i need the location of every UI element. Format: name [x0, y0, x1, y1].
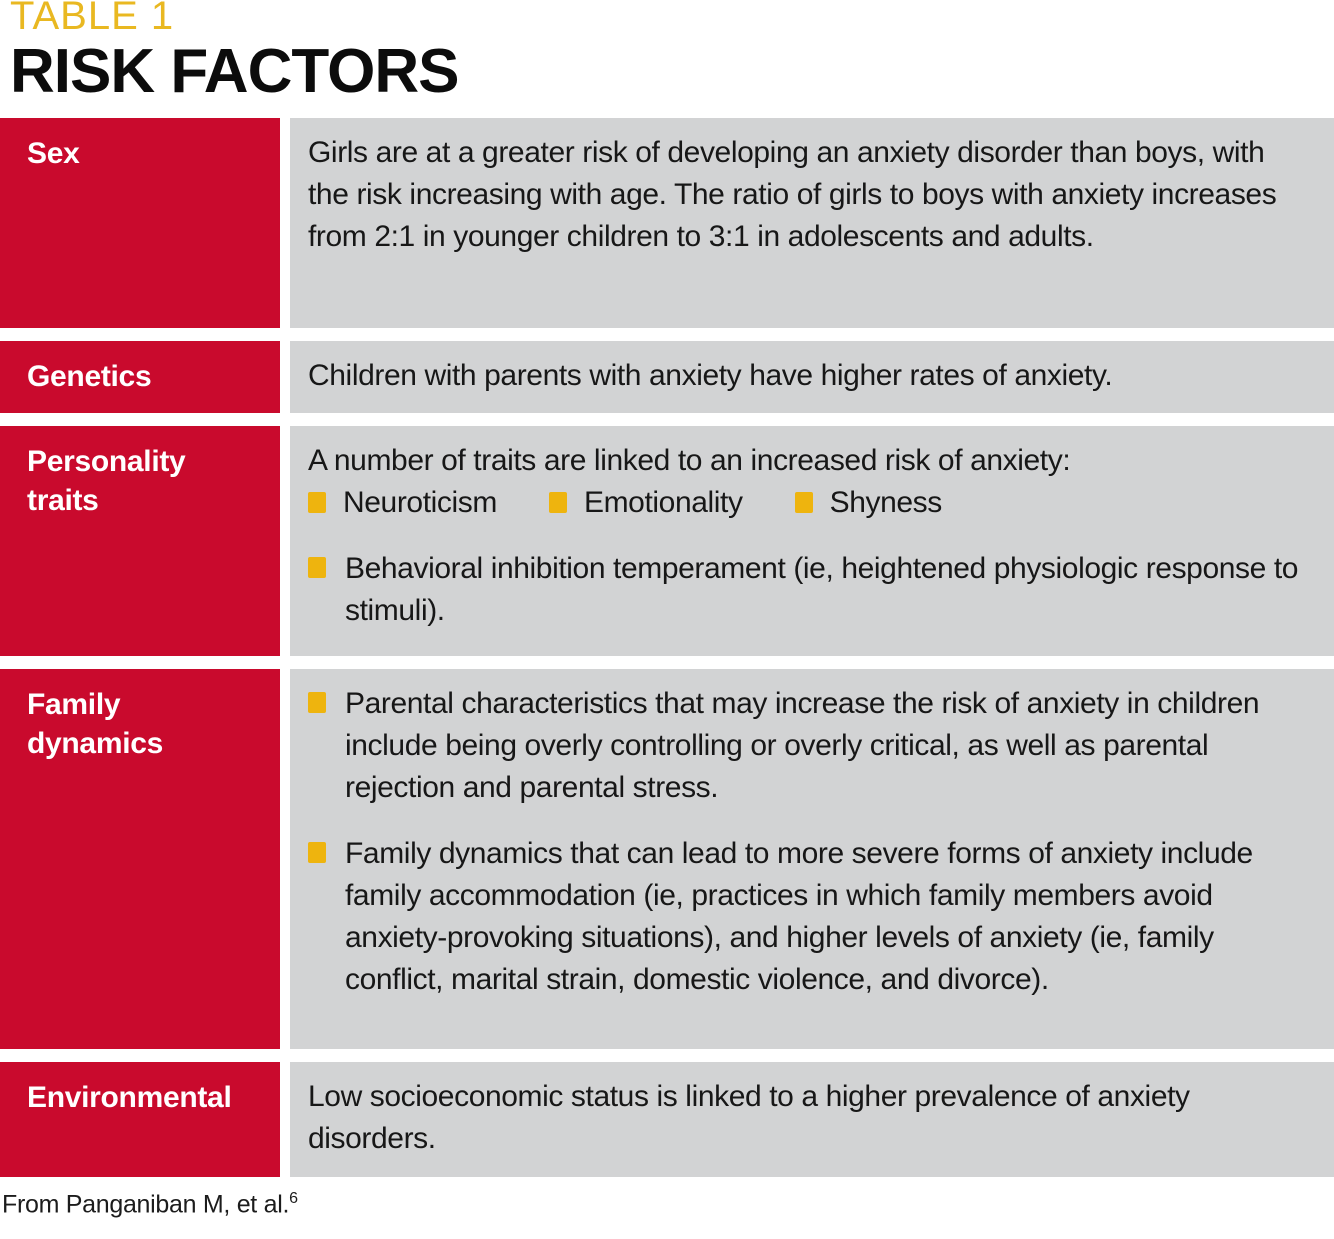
bullet-square-icon: [308, 691, 326, 713]
row-content-sex: Girls are at a greater risk of developin…: [290, 117, 1334, 328]
bullet-text: Parental characteristics that may increa…: [345, 686, 1260, 804]
bullet-square-icon: [308, 492, 326, 514]
bullet-label: Emotionality: [583, 485, 743, 519]
table-row-personality-traits: Personality traits A number of traits ar…: [0, 425, 1334, 656]
bullet-text: Behavioral inhibition temperament (ie, h…: [345, 551, 1299, 627]
table-kicker: TABLE 1: [10, 0, 175, 38]
personality-intro-text: A number of traits are linked to an incr…: [308, 443, 1071, 477]
row-label-genetics: Genetics: [0, 340, 280, 413]
row-content-personality-traits: A number of traits are linked to an incr…: [290, 425, 1334, 656]
risk-factors-table: Sex Girls are at a greater risk of devel…: [0, 117, 1334, 1177]
row-label-sex: Sex: [0, 117, 280, 328]
row-content-environmental: Low socioeconomic status is linked to a …: [290, 1061, 1334, 1177]
table-row-sex: Sex Girls are at a greater risk of devel…: [0, 117, 1334, 328]
bullet-label: Shyness: [829, 485, 943, 519]
sex-text: Girls are at a greater risk of developin…: [308, 135, 1277, 253]
citation-text: From Panganiban M, et al.: [2, 1190, 290, 1219]
list-item: Behavioral inhibition temperament (ie, h…: [308, 548, 1312, 632]
bullet-square-icon: [308, 556, 326, 578]
bullet-square-icon: [794, 492, 813, 514]
table-row-genetics: Genetics Children with parents with anxi…: [0, 340, 1334, 413]
list-item: Shyness: [794, 482, 943, 524]
list-item: Neuroticism: [308, 482, 497, 524]
list-item: Parental characteristics that may increa…: [308, 683, 1312, 809]
table-row-environmental: Environmental Low socioeconomic status i…: [0, 1061, 1334, 1177]
table-row-family-dynamics: Family dynamics Parental characteristics…: [0, 668, 1334, 1049]
citation-superscript: 6: [289, 1189, 298, 1207]
genetics-text: Children with parents with anxiety have …: [308, 358, 1113, 392]
list-item: Emotionality: [548, 482, 743, 524]
source-citation: From Panganiban M, et al.6: [0, 1190, 1334, 1219]
bullet-label: Neuroticism: [343, 485, 497, 519]
row-content-family-dynamics: Parental characteristics that may increa…: [290, 668, 1334, 1049]
row-content-genetics: Children with parents with anxiety have …: [290, 340, 1334, 413]
row-label-family-dynamics: Family dynamics: [0, 668, 280, 1049]
environmental-text: Low socioeconomic status is linked to a …: [308, 1079, 1190, 1155]
personality-inline-bullet-list: Neuroticism Emotionality Shyness: [308, 482, 1312, 524]
page-title: RISK FACTORS: [10, 36, 459, 106]
row-label-environmental: Environmental: [0, 1061, 280, 1177]
bullet-square-icon: [308, 841, 326, 863]
list-item: Family dynamics that can lead to more se…: [308, 833, 1312, 1001]
bullet-square-icon: [548, 492, 567, 514]
row-label-personality-traits: Personality traits: [0, 425, 280, 656]
table-header: TABLE 1 RISK FACTORS: [0, 0, 1334, 104]
bullet-text: Family dynamics that can lead to more se…: [345, 836, 1253, 996]
